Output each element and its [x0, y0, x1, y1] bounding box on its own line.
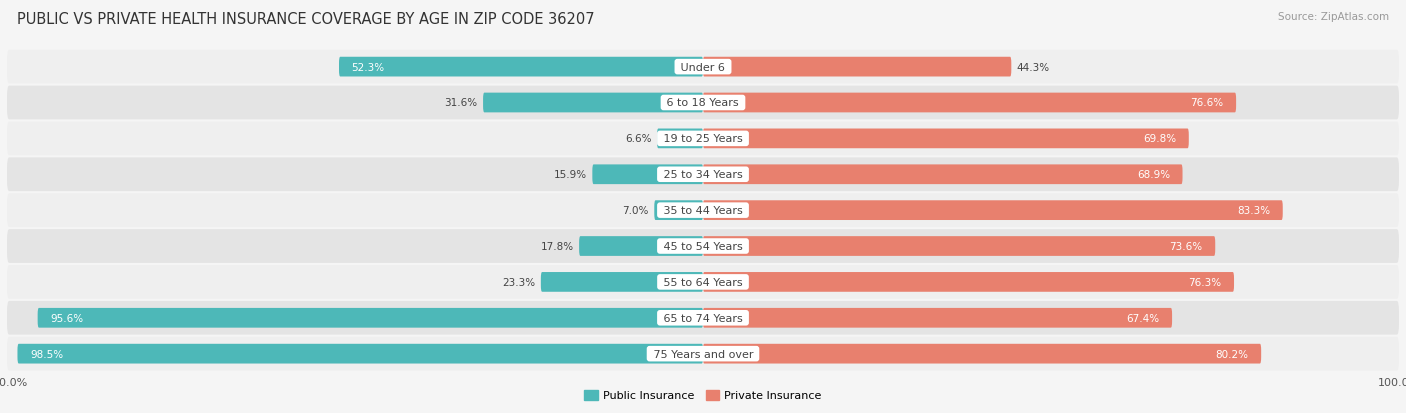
FancyBboxPatch shape: [579, 237, 703, 256]
Text: 19 to 25 Years: 19 to 25 Years: [659, 134, 747, 144]
Text: 17.8%: 17.8%: [540, 242, 574, 252]
FancyBboxPatch shape: [7, 194, 1399, 228]
Text: PUBLIC VS PRIVATE HEALTH INSURANCE COVERAGE BY AGE IN ZIP CODE 36207: PUBLIC VS PRIVATE HEALTH INSURANCE COVER…: [17, 12, 595, 27]
FancyBboxPatch shape: [38, 308, 703, 328]
FancyBboxPatch shape: [7, 337, 1399, 370]
FancyBboxPatch shape: [7, 158, 1399, 192]
Text: 35 to 44 Years: 35 to 44 Years: [659, 206, 747, 216]
Text: 6.6%: 6.6%: [626, 134, 651, 144]
FancyBboxPatch shape: [703, 201, 1282, 221]
Text: Under 6: Under 6: [678, 62, 728, 72]
Text: 31.6%: 31.6%: [444, 98, 478, 108]
FancyBboxPatch shape: [703, 165, 1182, 185]
FancyBboxPatch shape: [7, 301, 1399, 335]
FancyBboxPatch shape: [7, 51, 1399, 84]
Text: 15.9%: 15.9%: [554, 170, 586, 180]
Text: 68.9%: 68.9%: [1137, 170, 1170, 180]
FancyBboxPatch shape: [7, 86, 1399, 120]
Legend: Public Insurance, Private Insurance: Public Insurance, Private Insurance: [579, 385, 827, 405]
FancyBboxPatch shape: [339, 57, 703, 77]
FancyBboxPatch shape: [484, 93, 703, 113]
Text: 76.6%: 76.6%: [1191, 98, 1223, 108]
Text: 45 to 54 Years: 45 to 54 Years: [659, 242, 747, 252]
FancyBboxPatch shape: [654, 201, 703, 221]
Text: 7.0%: 7.0%: [623, 206, 648, 216]
FancyBboxPatch shape: [7, 230, 1399, 263]
Text: Source: ZipAtlas.com: Source: ZipAtlas.com: [1278, 12, 1389, 22]
FancyBboxPatch shape: [541, 273, 703, 292]
Text: 65 to 74 Years: 65 to 74 Years: [659, 313, 747, 323]
Text: 6 to 18 Years: 6 to 18 Years: [664, 98, 742, 108]
FancyBboxPatch shape: [703, 308, 1173, 328]
FancyBboxPatch shape: [703, 237, 1215, 256]
Text: 69.8%: 69.8%: [1143, 134, 1177, 144]
Text: 52.3%: 52.3%: [352, 62, 385, 72]
Text: 76.3%: 76.3%: [1188, 277, 1222, 287]
FancyBboxPatch shape: [703, 57, 1011, 77]
FancyBboxPatch shape: [703, 93, 1236, 113]
Text: 75 Years and over: 75 Years and over: [650, 349, 756, 359]
FancyBboxPatch shape: [7, 266, 1399, 299]
Text: 25 to 34 Years: 25 to 34 Years: [659, 170, 747, 180]
Text: 44.3%: 44.3%: [1017, 62, 1050, 72]
Text: 73.6%: 73.6%: [1170, 242, 1202, 252]
FancyBboxPatch shape: [703, 344, 1261, 364]
Text: 83.3%: 83.3%: [1237, 206, 1270, 216]
FancyBboxPatch shape: [7, 122, 1399, 156]
Text: 67.4%: 67.4%: [1126, 313, 1160, 323]
FancyBboxPatch shape: [592, 165, 703, 185]
Text: 23.3%: 23.3%: [502, 277, 536, 287]
Text: 80.2%: 80.2%: [1216, 349, 1249, 359]
Text: 55 to 64 Years: 55 to 64 Years: [659, 277, 747, 287]
FancyBboxPatch shape: [17, 344, 703, 364]
Text: 95.6%: 95.6%: [51, 313, 83, 323]
FancyBboxPatch shape: [703, 129, 1189, 149]
FancyBboxPatch shape: [703, 273, 1234, 292]
Text: 98.5%: 98.5%: [30, 349, 63, 359]
FancyBboxPatch shape: [657, 129, 703, 149]
